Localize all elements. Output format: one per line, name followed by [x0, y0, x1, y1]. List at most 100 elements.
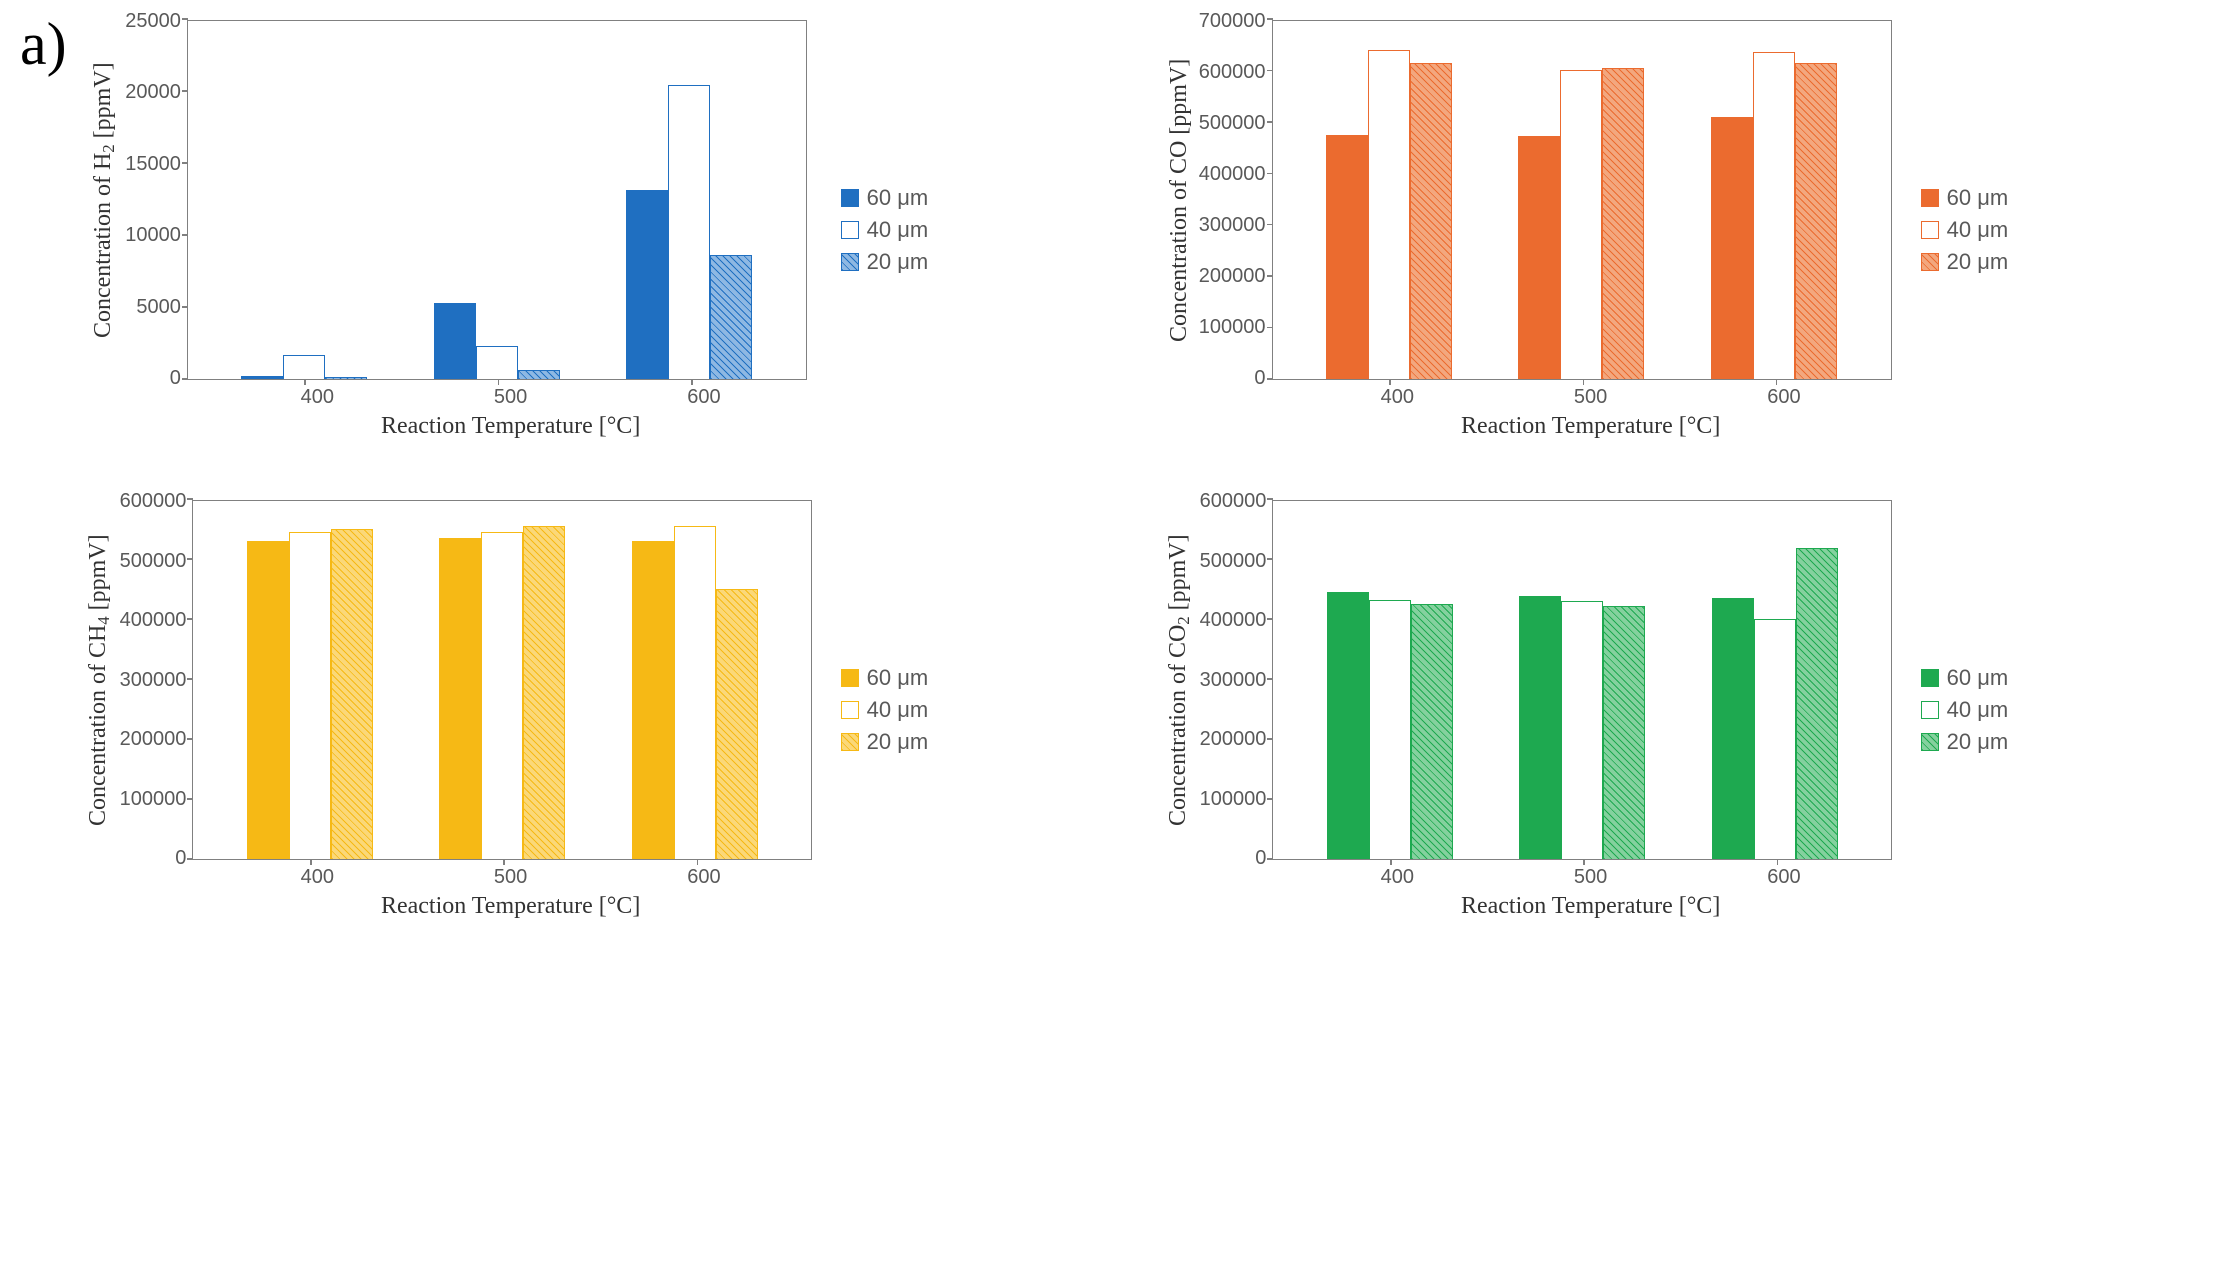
legend-label: 60 μm	[1947, 185, 2009, 211]
legend-swatch	[841, 701, 859, 719]
x-axis-label: Reaction Temperature [°C]	[381, 413, 640, 440]
y-axis-label: Concentration of CO2 [ppmV]	[1165, 500, 1194, 860]
y-axis-label: Concentration of H2 [ppmV]	[90, 20, 119, 380]
chart-box: Concentration of CO [ppmV]01000002000003…	[1157, 20, 1901, 440]
x-tick: 600	[1767, 866, 1800, 889]
chart-box: Concentration of CO2 [ppmV]0100000200000…	[1157, 500, 1901, 920]
y-tick: 200000	[1199, 265, 1266, 288]
legend-label: 60 μm	[1947, 665, 2009, 691]
legend-swatch	[841, 669, 859, 687]
chart-box: Concentration of CH4 [ppmV]0100000200000…	[77, 500, 821, 920]
bar-group	[1518, 68, 1644, 379]
legend-swatch	[841, 733, 859, 751]
y-axis-label: Concentration of CH4 [ppmV]	[85, 500, 114, 860]
y-tick-mark	[187, 498, 193, 500]
bar	[1519, 596, 1561, 859]
chart-grid: Concentration of H2 [ppmV]05000100001500…	[77, 20, 2137, 920]
y-tick: 600000	[1200, 490, 1267, 513]
legend-item: 60 μm	[841, 185, 929, 211]
x-tick-mark	[691, 379, 693, 385]
plot-row: Concentration of CO2 [ppmV]0100000200000…	[1165, 500, 1893, 860]
bar	[1712, 598, 1754, 859]
y-tick: 100000	[1199, 316, 1266, 339]
x-axis-spacer-row: 400500600Reaction Temperature [°C]	[77, 380, 821, 440]
x-tick: 600	[687, 386, 720, 409]
bar	[674, 526, 716, 859]
y-tick: 500000	[120, 550, 187, 573]
x-tick-mark	[310, 859, 312, 865]
y-tick: 300000	[1200, 669, 1267, 692]
y-tick: 200000	[120, 728, 187, 751]
x-tick: 400	[301, 866, 334, 889]
legend-item: 40 μm	[841, 217, 929, 243]
y-tick: 600000	[120, 490, 187, 513]
plot-area	[1272, 20, 1892, 380]
bar	[1753, 52, 1795, 379]
x-tick-mark	[1390, 859, 1392, 865]
y-tick: 300000	[1199, 214, 1266, 237]
bar-group	[632, 526, 758, 859]
y-tick: 400000	[1199, 163, 1266, 186]
y-tick-mark	[182, 18, 188, 20]
bar	[518, 370, 560, 379]
bars-layer	[193, 501, 811, 859]
bar	[1327, 592, 1369, 859]
bar	[626, 190, 668, 379]
bar	[325, 377, 367, 379]
legend: 60 μm40 μm20 μm	[1921, 179, 2009, 281]
x-axis-label: Reaction Temperature [°C]	[1461, 893, 1720, 920]
bar-group	[1326, 50, 1452, 379]
x-tick-mark	[1583, 859, 1585, 865]
bar-group	[434, 303, 560, 379]
x-tick: 500	[494, 386, 527, 409]
y-tick-mark	[1267, 498, 1273, 500]
legend-item: 20 μm	[1921, 729, 2009, 755]
bar-group	[247, 529, 373, 859]
legend-label: 40 μm	[867, 217, 929, 243]
bar	[1410, 63, 1452, 379]
x-tick-mark	[498, 379, 500, 385]
legend-label: 60 μm	[867, 665, 929, 691]
legend: 60 μm 40 μm 20 μm	[841, 179, 929, 281]
y-tick: 5000	[136, 296, 181, 319]
y-tick-labels: 0100000200000300000400000500000600000700…	[1199, 10, 1272, 390]
bar	[439, 538, 481, 859]
bar	[1796, 548, 1838, 859]
legend-label: 20 μm	[867, 249, 929, 275]
y-tick: 600000	[1199, 61, 1266, 84]
bar	[668, 85, 710, 379]
x-tick: 600	[687, 866, 720, 889]
y-tick-labels: 0500010000150002000025000	[125, 10, 187, 390]
y-axis-label: Concentration of CO [ppmV]	[1166, 20, 1193, 380]
legend-label: 40 μm	[867, 697, 929, 723]
legend-swatch	[1921, 253, 1939, 271]
plot-row: Concentration of CO [ppmV]01000002000003…	[1166, 20, 1892, 380]
bar-group	[1519, 596, 1645, 859]
x-axis-label: Reaction Temperature [°C]	[1461, 413, 1720, 440]
bar-group	[1712, 548, 1838, 859]
x-tick: 500	[1574, 866, 1607, 889]
y-tick: 400000	[1200, 609, 1267, 632]
bar	[289, 532, 331, 859]
x-tick-labels: 400500600	[201, 380, 821, 409]
y-tick: 200000	[1200, 728, 1267, 751]
bar	[1369, 600, 1411, 859]
bar	[1754, 619, 1796, 859]
x-tick-mark	[1389, 379, 1391, 385]
x-tick-mark	[304, 379, 306, 385]
bar	[1411, 604, 1453, 859]
bar	[1518, 136, 1560, 379]
plot-row: Concentration of H2 [ppmV]05000100001500…	[90, 20, 806, 380]
x-axis-label: Reaction Temperature [°C]	[381, 893, 640, 920]
legend-swatch	[1921, 669, 1939, 687]
x-tick: 600	[1767, 386, 1800, 409]
legend-label: 20 μm	[1947, 249, 2009, 275]
bar	[1561, 601, 1603, 859]
legend-item: 60 μm	[1921, 665, 2009, 691]
bar	[283, 355, 325, 379]
bar-group	[1711, 52, 1837, 379]
legend: 60 μm40 μm20 μm	[841, 659, 929, 761]
legend-item: 60 μm	[841, 665, 929, 691]
legend-label: 60 μm	[867, 185, 929, 211]
x-tick-mark	[697, 859, 699, 865]
